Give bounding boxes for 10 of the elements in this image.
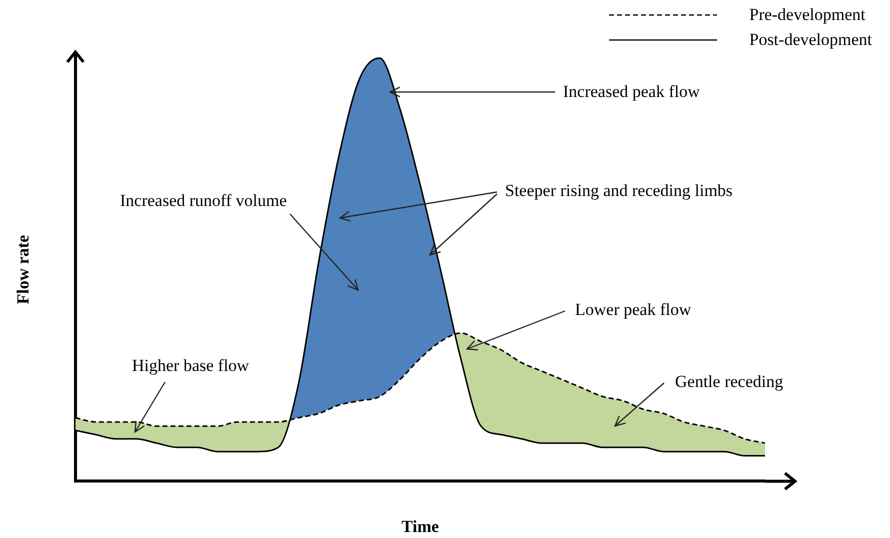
annotation: Increased runoff volume: [120, 191, 287, 211]
annotation: Increased peak flow: [563, 82, 700, 102]
annotation: Lower peak flow: [575, 300, 692, 320]
text: Pre-development: [749, 4, 866, 24]
annotation: Gentle receding: [675, 372, 784, 392]
x-axis-title: Time: [401, 517, 440, 536]
annotation: Higher base flow: [132, 356, 250, 376]
annotation: Steeper rising and receding limbs: [505, 181, 733, 201]
y-axis-title: Flow rate: [14, 234, 33, 304]
text: Post-development: [749, 30, 872, 50]
